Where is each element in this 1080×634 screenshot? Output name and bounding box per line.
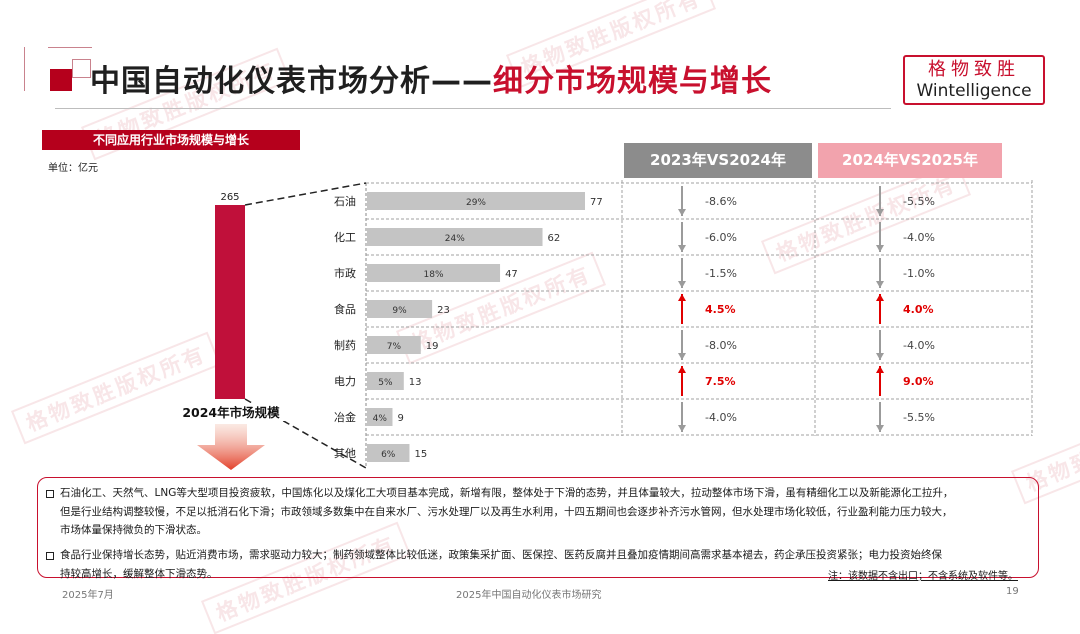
category-label: 市政 xyxy=(334,266,356,280)
down-arrow-icon xyxy=(876,245,884,252)
title-decor-line xyxy=(24,47,25,91)
note-bullet xyxy=(46,490,54,498)
up-arrow-icon xyxy=(876,294,884,301)
page-title-main: 中国自动化仪表市场分析—— xyxy=(90,64,493,99)
share-label: 6% xyxy=(381,450,396,460)
down-arrow-icon xyxy=(876,209,884,216)
bar xyxy=(367,228,543,246)
note-line: 但是行业结构调整较慢，不足以抵消石化下滑；市政领域多数集中在自来水厂、污水处理厂… xyxy=(60,505,953,518)
chart-title: 不同应用行业市场规模与增长 xyxy=(42,130,300,150)
page-number: 19 xyxy=(1006,586,1019,597)
note-bullet xyxy=(46,552,54,560)
growth-rate-label: 4.0% xyxy=(903,303,934,316)
market-chart: 265 2024年市场规模 石油 29% 77 -8.6% -5.5% 化工 24% 62 -6.0… xyxy=(176,180,1033,470)
growth-rate-label: -4.0% xyxy=(903,231,935,244)
bar xyxy=(367,336,421,354)
value-label: 23 xyxy=(437,305,450,316)
down-arrow-icon xyxy=(678,425,686,432)
growth-rate-label: -5.5% xyxy=(903,411,935,424)
connector-line xyxy=(244,182,367,206)
growth-rate-label: -1.5% xyxy=(705,267,737,280)
down-arrow-icon xyxy=(876,281,884,288)
category-label: 冶金 xyxy=(334,410,356,424)
total-value-label: 265 xyxy=(220,192,239,203)
value-label: 13 xyxy=(409,377,422,388)
note-line: 食品行业保持增长态势，贴近消费市场，需求驱动力较大；制药领域整体比较低迷，政策集… xyxy=(60,549,942,561)
share-label: 24% xyxy=(445,234,465,244)
share-label: 29% xyxy=(466,198,486,208)
growth-rate-label: -8.0% xyxy=(705,339,737,352)
page-title-accent: 细分市场规模与增长 xyxy=(493,64,772,99)
up-arrow-icon xyxy=(876,366,884,373)
value-label: 77 xyxy=(590,197,603,208)
share-label: 5% xyxy=(378,378,393,388)
brand-logo: 格物致胜 Wintelligence xyxy=(903,55,1045,105)
category-label: 制药 xyxy=(334,339,356,352)
growth-rate-label: 7.5% xyxy=(705,375,736,388)
growth-column-header-1: 2023年VS2024年 xyxy=(624,143,812,178)
title-decor-square xyxy=(50,69,72,91)
title-decor-line xyxy=(48,47,92,48)
category-label: 其他 xyxy=(334,447,356,460)
note-line: 持较高增长，缓解整体下滑态势。 xyxy=(60,567,218,580)
category-label: 食品 xyxy=(334,302,356,316)
total-label: 2024年市场规模 xyxy=(182,405,280,420)
logo-chinese: 格物致胜 xyxy=(928,59,1020,80)
value-label: 47 xyxy=(505,269,518,280)
page-title: 中国自动化仪表市场分析——细分市场规模与增长 xyxy=(90,56,772,100)
title-decor-square xyxy=(72,59,91,78)
down-arrow-icon xyxy=(678,209,686,216)
value-label: 15 xyxy=(414,449,427,460)
share-label: 18% xyxy=(424,270,444,280)
growth-column-header-2: 2024年VS2025年 xyxy=(818,143,1002,178)
bar xyxy=(367,372,404,390)
category-label: 石油 xyxy=(334,194,356,208)
growth-rate-label: -5.5% xyxy=(903,195,935,208)
note-line: 市场体量保持微负的下滑状态。 xyxy=(60,524,207,536)
bar xyxy=(367,192,585,210)
growth-rate-label: -6.0% xyxy=(705,231,737,244)
value-label: 9 xyxy=(397,413,403,424)
share-label: 4% xyxy=(373,414,388,424)
unit-label: 单位：亿元 xyxy=(48,163,98,174)
value-label: 62 xyxy=(548,233,561,244)
share-label: 9% xyxy=(392,306,407,316)
footer-date: 2025年7月 xyxy=(62,590,114,601)
down-arrow-icon xyxy=(678,245,686,252)
logo-english: Wintelligence xyxy=(916,81,1032,101)
bar xyxy=(367,408,393,426)
bar xyxy=(367,264,501,282)
down-arrow-icon xyxy=(876,425,884,432)
growth-rate-label: -4.0% xyxy=(705,411,737,424)
note-line: 石油化工、天然气、LNG等大型项目投资疲软，中国炼化以及煤化工大项目基本完成，新… xyxy=(60,487,954,499)
down-arrow-icon xyxy=(197,424,265,470)
total-bar xyxy=(215,205,245,399)
down-arrow-icon xyxy=(876,353,884,360)
category-label: 电力 xyxy=(334,375,356,388)
share-label: 7% xyxy=(387,342,402,352)
growth-rate-label: -8.6% xyxy=(705,195,737,208)
category-label: 化工 xyxy=(334,230,356,244)
up-arrow-icon xyxy=(678,366,686,373)
down-arrow-icon xyxy=(678,353,686,360)
total-label-background xyxy=(176,403,286,421)
growth-rate-label: 4.5% xyxy=(705,303,736,316)
footer-report-name: 2025年中国自动化仪表市场研究 xyxy=(456,590,602,601)
growth-rate-label: 9.0% xyxy=(903,375,934,388)
notes-box xyxy=(37,477,1039,578)
footnote: 注：该数据不含出口；不含系统及软件等。 xyxy=(828,571,1018,582)
header-divider xyxy=(55,108,891,109)
bar xyxy=(367,444,410,462)
growth-rate-label: -1.0% xyxy=(903,267,935,280)
bar xyxy=(367,300,433,318)
growth-rate-label: -4.0% xyxy=(903,339,935,352)
up-arrow-icon xyxy=(678,294,686,301)
value-label: 19 xyxy=(426,341,439,352)
down-arrow-icon xyxy=(678,281,686,288)
